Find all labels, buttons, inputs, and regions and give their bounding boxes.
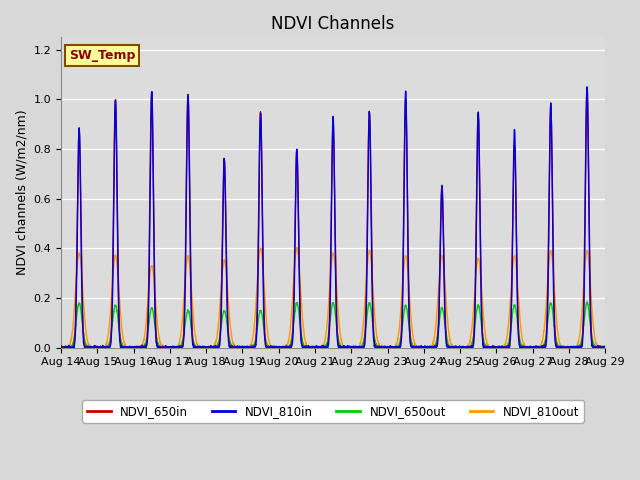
Y-axis label: NDVI channels (W/m2/nm): NDVI channels (W/m2/nm) [15,109,28,276]
Text: SW_Temp: SW_Temp [69,49,136,62]
Legend: NDVI_650in, NDVI_810in, NDVI_650out, NDVI_810out: NDVI_650in, NDVI_810in, NDVI_650out, NDV… [83,400,584,422]
Title: NDVI Channels: NDVI Channels [271,15,395,33]
